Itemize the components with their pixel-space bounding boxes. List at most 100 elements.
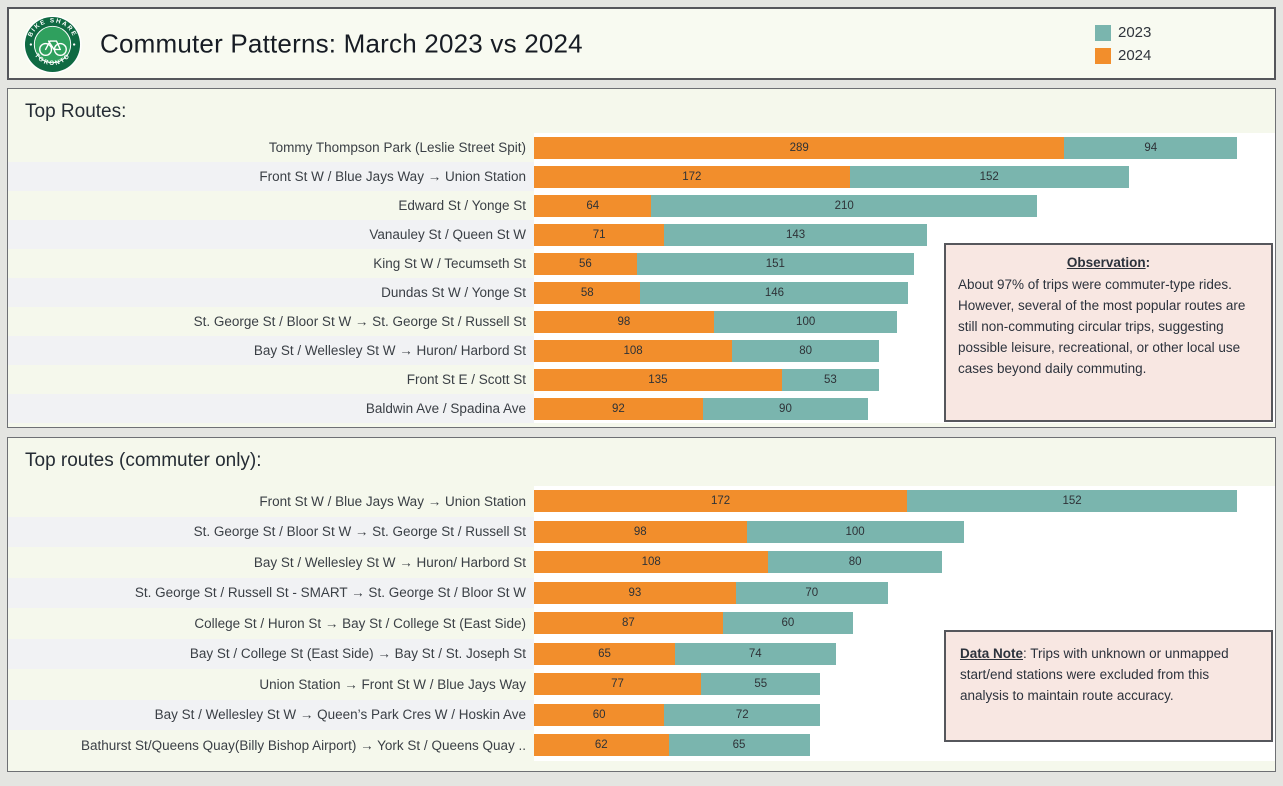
bar-2023-segment[interactable]: 100 xyxy=(746,520,964,543)
bar-value-label: 55 xyxy=(754,678,768,691)
top-routes-chart: Tommy Thompson Park (Leslie Street Spit)… xyxy=(8,133,1275,423)
route-row: Vanauley St / Queen St W 71 143 xyxy=(8,220,1275,249)
section-title-top-routes: Top Routes: xyxy=(25,101,127,122)
bar-value-label: 62 xyxy=(594,739,608,752)
bar-2023-segment[interactable]: 100 xyxy=(713,310,898,333)
stacked-bar: 92 90 xyxy=(534,397,869,420)
bar-2023-segment[interactable]: 72 xyxy=(664,703,821,726)
bar-2023-segment[interactable]: 70 xyxy=(735,581,888,604)
bar-2023-segment[interactable]: 94 xyxy=(1064,136,1237,159)
bar-2024-segment[interactable]: 77 xyxy=(534,673,702,696)
stacked-bar: 56 151 xyxy=(534,252,914,275)
bar-value-label: 93 xyxy=(628,586,642,599)
stacked-bar: 62 65 xyxy=(534,734,810,757)
bar-2024-segment[interactable]: 172 xyxy=(534,490,908,513)
bar-value-label: 143 xyxy=(785,228,806,241)
bar-2024-segment[interactable]: 93 xyxy=(534,581,736,604)
bar-2023-segment[interactable]: 210 xyxy=(651,194,1037,217)
bar-value-label: 100 xyxy=(845,525,865,538)
route-label: St. George St / Bloor St W → St. George … xyxy=(8,516,534,547)
bar-2023-segment[interactable]: 55 xyxy=(701,673,821,696)
bar-value-label: 151 xyxy=(765,257,785,270)
bar-2024-segment[interactable]: 135 xyxy=(534,368,782,391)
route-label: Bay St / Wellesley St W → Huron/ Harbord… xyxy=(253,554,526,570)
route-label: Dundas St W / Yonge St xyxy=(8,278,534,307)
bar-2023-segment[interactable]: 90 xyxy=(702,397,869,420)
bar-2023-segment[interactable]: 60 xyxy=(722,612,853,635)
bar-2023-segment[interactable]: 80 xyxy=(732,339,880,362)
bar-pane: 289 94 xyxy=(534,133,1275,162)
bar-value-label: 172 xyxy=(682,170,702,183)
bar-2024-segment[interactable]: 60 xyxy=(534,703,665,726)
bar-2023-segment[interactable]: 152 xyxy=(849,165,1129,188)
bar-value-label: 80 xyxy=(848,556,862,569)
data-note-title: Data Note xyxy=(960,646,1024,661)
bar-value-label: 58 xyxy=(580,286,594,299)
route-label: Tommy Thompson Park (Leslie Street Spit) xyxy=(268,140,526,155)
observation-text: About 97% of trips were commuter-type ri… xyxy=(958,277,1246,376)
bar-value-label: 108 xyxy=(623,344,643,357)
route-row: Front St W / Blue Jays Way → Union Stati… xyxy=(8,486,1275,517)
bar-2024-segment[interactable]: 71 xyxy=(534,223,665,246)
bar-2024-segment[interactable]: 65 xyxy=(534,642,676,665)
observation-title: Observation: xyxy=(1066,255,1151,270)
route-label: Vanauley St / Queen St W xyxy=(8,220,534,249)
route-label: Bay St / Wellesley St W → Huron/ Harbord… xyxy=(8,336,534,365)
legend-item-2024[interactable]: 2024 xyxy=(1095,44,1151,67)
bar-2023-segment[interactable]: 152 xyxy=(907,490,1237,513)
data-note-box: Data Note: Trips with unknown or unmappe… xyxy=(944,630,1273,742)
bar-value-label: 135 xyxy=(648,373,668,386)
bar-2023-segment[interactable]: 143 xyxy=(664,223,927,246)
bar-value-label: 98 xyxy=(633,525,647,538)
stacked-bar: 98 100 xyxy=(534,520,964,543)
bar-value-label: 65 xyxy=(598,647,611,660)
bar-value-label: 92 xyxy=(612,402,625,415)
bar-2023-segment[interactable]: 65 xyxy=(668,734,810,757)
bar-value-label: 152 xyxy=(979,170,999,183)
legend-swatch-icon xyxy=(1095,47,1111,64)
legend-item-2023[interactable]: 2023 xyxy=(1095,21,1151,44)
bar-2024-segment[interactable]: 87 xyxy=(534,612,723,635)
bar-2024-segment[interactable]: 62 xyxy=(534,734,669,757)
page-title: Commuter Patterns: March 2023 vs 2024 xyxy=(100,28,583,58)
bar-2023-segment[interactable]: 53 xyxy=(781,368,880,391)
section-title-commuter-only: Top routes (commuter only): xyxy=(25,450,262,471)
bar-2023-segment[interactable]: 151 xyxy=(636,252,914,275)
legend: 2023 2024 xyxy=(1095,21,1151,67)
bar-2023-segment[interactable]: 146 xyxy=(640,281,909,304)
bar-2023-segment[interactable]: 74 xyxy=(675,642,836,665)
bar-pane: 172 152 xyxy=(534,486,1275,517)
route-label: Bay St / Wellesley St W → Queen’s Park C… xyxy=(8,699,534,730)
route-label: College St / Huron St → Bay St / College… xyxy=(194,615,526,631)
bar-2024-segment[interactable]: 98 xyxy=(534,520,747,543)
bar-value-label: 94 xyxy=(1144,141,1158,154)
bar-2023-segment[interactable]: 80 xyxy=(768,551,942,574)
bar-2024-segment[interactable]: 92 xyxy=(534,397,703,420)
stacked-bar: 87 60 xyxy=(534,612,853,635)
route-row: Baldwin Ave / Spadina Ave 92 90 xyxy=(8,394,1275,423)
bar-pane: 172 152 xyxy=(534,162,1275,191)
route-label: St. George St / Russell St - SMART → St.… xyxy=(8,577,534,608)
bar-2024-segment[interactable]: 108 xyxy=(534,551,769,574)
bike-share-toronto-logo-icon: BIKE SHARE TORONTO xyxy=(23,15,82,74)
legend-swatch-icon xyxy=(1095,24,1111,41)
stacked-bar: 172 152 xyxy=(534,165,1129,188)
top-routes-section: Top Routes: Tommy Thompson Park (Leslie … xyxy=(7,88,1276,428)
bar-2024-segment[interactable]: 98 xyxy=(534,310,714,333)
route-row: College St / Huron St → Bay St / College… xyxy=(8,608,1275,639)
bar-2024-segment[interactable]: 289 xyxy=(534,136,1065,159)
stacked-bar: 108 80 xyxy=(534,551,942,574)
bar-value-label: 80 xyxy=(799,344,813,357)
bar-2024-segment[interactable]: 108 xyxy=(534,339,733,362)
stacked-bar: 98 100 xyxy=(534,310,898,333)
bar-2024-segment[interactable]: 58 xyxy=(534,281,641,304)
bar-value-label: 53 xyxy=(824,373,837,386)
observation-box: Observation: About 97% of trips were com… xyxy=(944,243,1273,422)
bar-2024-segment[interactable]: 64 xyxy=(534,194,652,217)
route-label: Bay St / College St (East Side) → Bay St… xyxy=(8,638,534,669)
bar-value-label: 77 xyxy=(611,678,624,691)
bar-2024-segment[interactable]: 56 xyxy=(534,252,637,275)
bar-2024-segment[interactable]: 172 xyxy=(534,165,850,188)
route-label: King St W / Tecumseth St xyxy=(373,256,526,271)
